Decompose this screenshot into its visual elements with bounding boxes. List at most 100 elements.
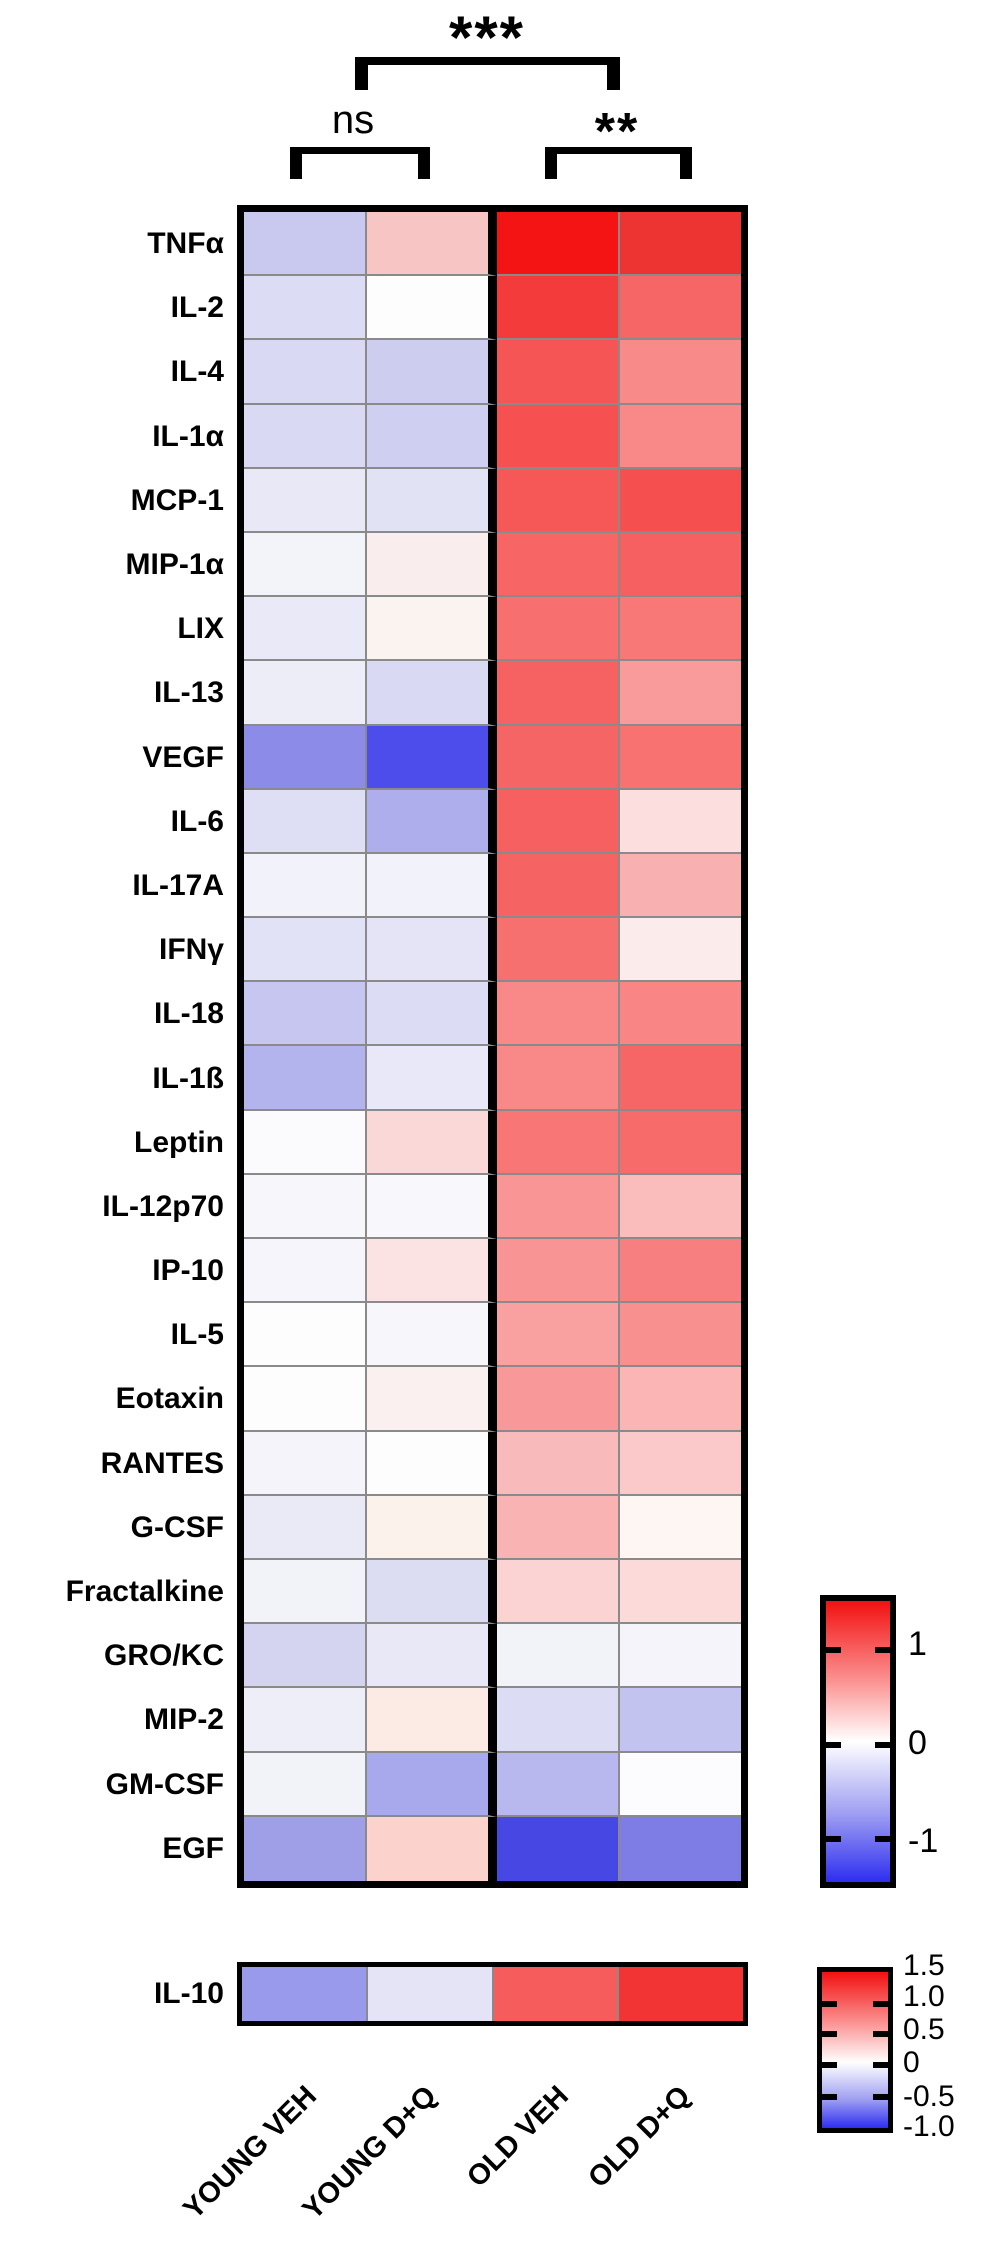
heatmap-cell [367, 1367, 497, 1432]
heatmap-cell [244, 789, 367, 854]
heatmap-cell [620, 853, 741, 919]
heatmap-row [244, 1816, 741, 1881]
colorbar-tick [873, 2031, 888, 2037]
row-label: VEGF [142, 740, 224, 774]
heatmap-cell [497, 1174, 620, 1239]
row-label: IL-12p70 [102, 1189, 224, 1223]
heatmap-cell [367, 1624, 497, 1689]
heatmap-cell [620, 1367, 741, 1432]
heatmap-cell [244, 340, 367, 405]
heatmap-row [244, 1174, 741, 1239]
significance-old-bracket [545, 147, 692, 179]
heatmap-cell [244, 1367, 367, 1432]
significance-overall-label: *** [448, 4, 526, 71]
heatmap-cell [497, 982, 620, 1047]
row-label: IL-5 [170, 1318, 224, 1352]
heatmap-cell [367, 468, 497, 533]
row-label: IL-6 [170, 804, 224, 838]
heatmap-row [244, 1239, 741, 1304]
row-label: IP-10 [152, 1254, 224, 1288]
heatmap-cell [244, 725, 367, 790]
row-label: RANTES [100, 1446, 224, 1480]
heatmap-row [244, 532, 741, 598]
heatmap-cell [244, 1110, 367, 1175]
heatmap-cell [497, 468, 620, 533]
heatmap-cell [367, 532, 497, 598]
heatmap-cell [620, 1752, 741, 1817]
heatmap-cell [497, 1110, 620, 1175]
heatmap-cell [367, 661, 497, 726]
heatmap-cell [497, 789, 620, 854]
heatmap-cell [497, 532, 620, 598]
heatmap-cell [620, 1624, 741, 1689]
colorbar-il10 [817, 1967, 893, 2133]
heatmap-cell [620, 725, 741, 790]
heatmap-cell [620, 1495, 741, 1560]
colorbar-tick-label: 1.0 [903, 1980, 945, 2013]
heatmap-cell [497, 1431, 620, 1496]
row-label: IL-1ß [152, 1061, 224, 1095]
heatmap-cell [367, 1752, 497, 1817]
colorbar-tick [875, 1742, 890, 1748]
heatmap-cell [367, 212, 497, 277]
row-label: Leptin [134, 1125, 224, 1159]
heatmap-cell [620, 532, 741, 598]
row-label: GM-CSF [105, 1767, 224, 1801]
significance-young-bracket [290, 147, 430, 179]
il10-cell [493, 1967, 620, 2021]
heatmap-cell [367, 1239, 497, 1304]
heatmap-cell [620, 1303, 741, 1368]
significance-overall-bracket [355, 57, 620, 90]
row-label: LIX [177, 612, 224, 646]
heatmap-cell [497, 340, 620, 405]
heatmap-cell [244, 1495, 367, 1560]
colorbar-tick-label: 0.5 [903, 2013, 945, 2046]
heatmap-cell [244, 1559, 367, 1625]
heatmap-cell [367, 276, 497, 341]
heatmap-row [244, 1431, 741, 1496]
heatmap-cell [497, 661, 620, 726]
row-label: TNFα [147, 227, 224, 261]
colorbar-tick [873, 2094, 888, 2100]
heatmap-row [244, 404, 741, 469]
heatmap-cell [620, 212, 741, 277]
colorbar-tick [826, 1836, 841, 1842]
heatmap-cell [497, 404, 620, 469]
heatmap-cell [497, 1752, 620, 1817]
heatmap-cell [244, 597, 367, 662]
heatmap-row [244, 1559, 741, 1625]
heatmap-cell [244, 1431, 367, 1496]
colorbar-tick [873, 2001, 888, 2007]
heatmap-cell [367, 789, 497, 854]
colorbar-tick [826, 1647, 841, 1653]
heatmap-row [244, 1688, 741, 1753]
heatmap-cell [244, 982, 367, 1047]
heatmap-cell [367, 340, 497, 405]
heatmap-row [244, 276, 741, 341]
heatmap-cell [244, 1046, 367, 1111]
row-label: GRO/KC [104, 1639, 224, 1673]
heatmap-row [244, 853, 741, 919]
colorbar-tick [873, 2062, 888, 2068]
heatmap-row [244, 468, 741, 533]
colorbar-tick [822, 2094, 837, 2100]
heatmap-cell [497, 1624, 620, 1689]
heatmap-cell [244, 1303, 367, 1368]
row-label: MCP-1 [130, 483, 224, 517]
colorbar-tick [822, 2031, 837, 2037]
heatmap-cell [497, 1303, 620, 1368]
heatmap-row [244, 1624, 741, 1689]
colorbar-tick [875, 1836, 890, 1842]
heatmap-row [244, 982, 741, 1047]
row-label: IL-1α [152, 419, 224, 453]
row-label: Eotaxin [115, 1382, 224, 1416]
heatmap-cell [367, 1303, 497, 1368]
heatmap-cell [497, 276, 620, 341]
heatmap-row [244, 661, 741, 726]
heatmap-cell [367, 1431, 497, 1496]
heatmap-cell [620, 982, 741, 1047]
row-label: MIP-2 [143, 1703, 224, 1737]
heatmap-row [244, 597, 741, 662]
heatmap-cell [620, 1046, 741, 1111]
heatmap-cell [497, 1046, 620, 1111]
